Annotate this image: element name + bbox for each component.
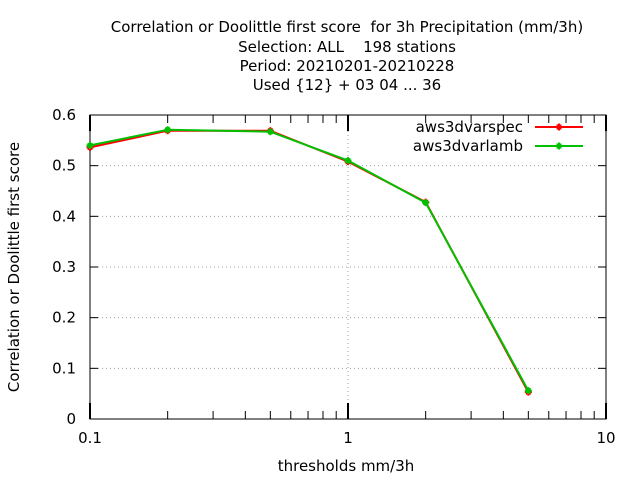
y-tick-label: 0.1 <box>52 359 76 377</box>
x-axis-label: thresholds mm/3h <box>278 457 415 475</box>
grid-lines <box>90 115 606 419</box>
data-point <box>422 199 430 207</box>
y-axis-label: Correlation or Doolittle first score <box>5 142 23 392</box>
plot-border <box>89 114 607 420</box>
x-tick-label: 0.1 <box>78 429 102 447</box>
y-tick-label: 0.2 <box>52 309 76 327</box>
x-tick-label: 1 <box>343 429 353 447</box>
y-tick-label: 0 <box>66 410 76 428</box>
y-tick-label: 0.6 <box>52 106 76 124</box>
data-series <box>86 126 532 396</box>
chart-title-line-1: Correlation or Doolittle first score for… <box>110 18 584 36</box>
tick-labels: 00.10.20.30.40.50.60.1 1 10 <box>52 106 615 447</box>
series-aws3dvarspec <box>86 127 532 396</box>
legend-marker <box>555 123 563 131</box>
series-line <box>89 129 530 393</box>
legend-label: aws3dvarlamb <box>413 137 523 155</box>
y-tick-label: 0.4 <box>52 207 76 225</box>
chart-title-line-2: Selection: ALL 198 stations <box>238 38 456 56</box>
chart-title-line-4: Used {12} + 03 04 ... 36 <box>252 76 442 94</box>
data-point <box>164 126 172 134</box>
legend-item: aws3dvarspec <box>416 118 583 136</box>
legend-label: aws3dvarspec <box>416 118 523 136</box>
data-point <box>344 157 352 165</box>
data-point <box>86 141 94 149</box>
chart-title-line-3: Period: 20210201-20210228 <box>239 57 455 75</box>
data-point <box>524 387 532 395</box>
legend-marker <box>555 142 563 150</box>
y-tick-label: 0.3 <box>52 258 76 276</box>
legend-item: aws3dvarlamb <box>413 137 583 155</box>
y-tick-label: 0.5 <box>52 157 76 175</box>
series-aws3dvarlamb <box>86 126 532 395</box>
series-line <box>89 128 530 392</box>
data-point <box>266 128 274 136</box>
x-tick-label: 10 <box>596 429 615 447</box>
